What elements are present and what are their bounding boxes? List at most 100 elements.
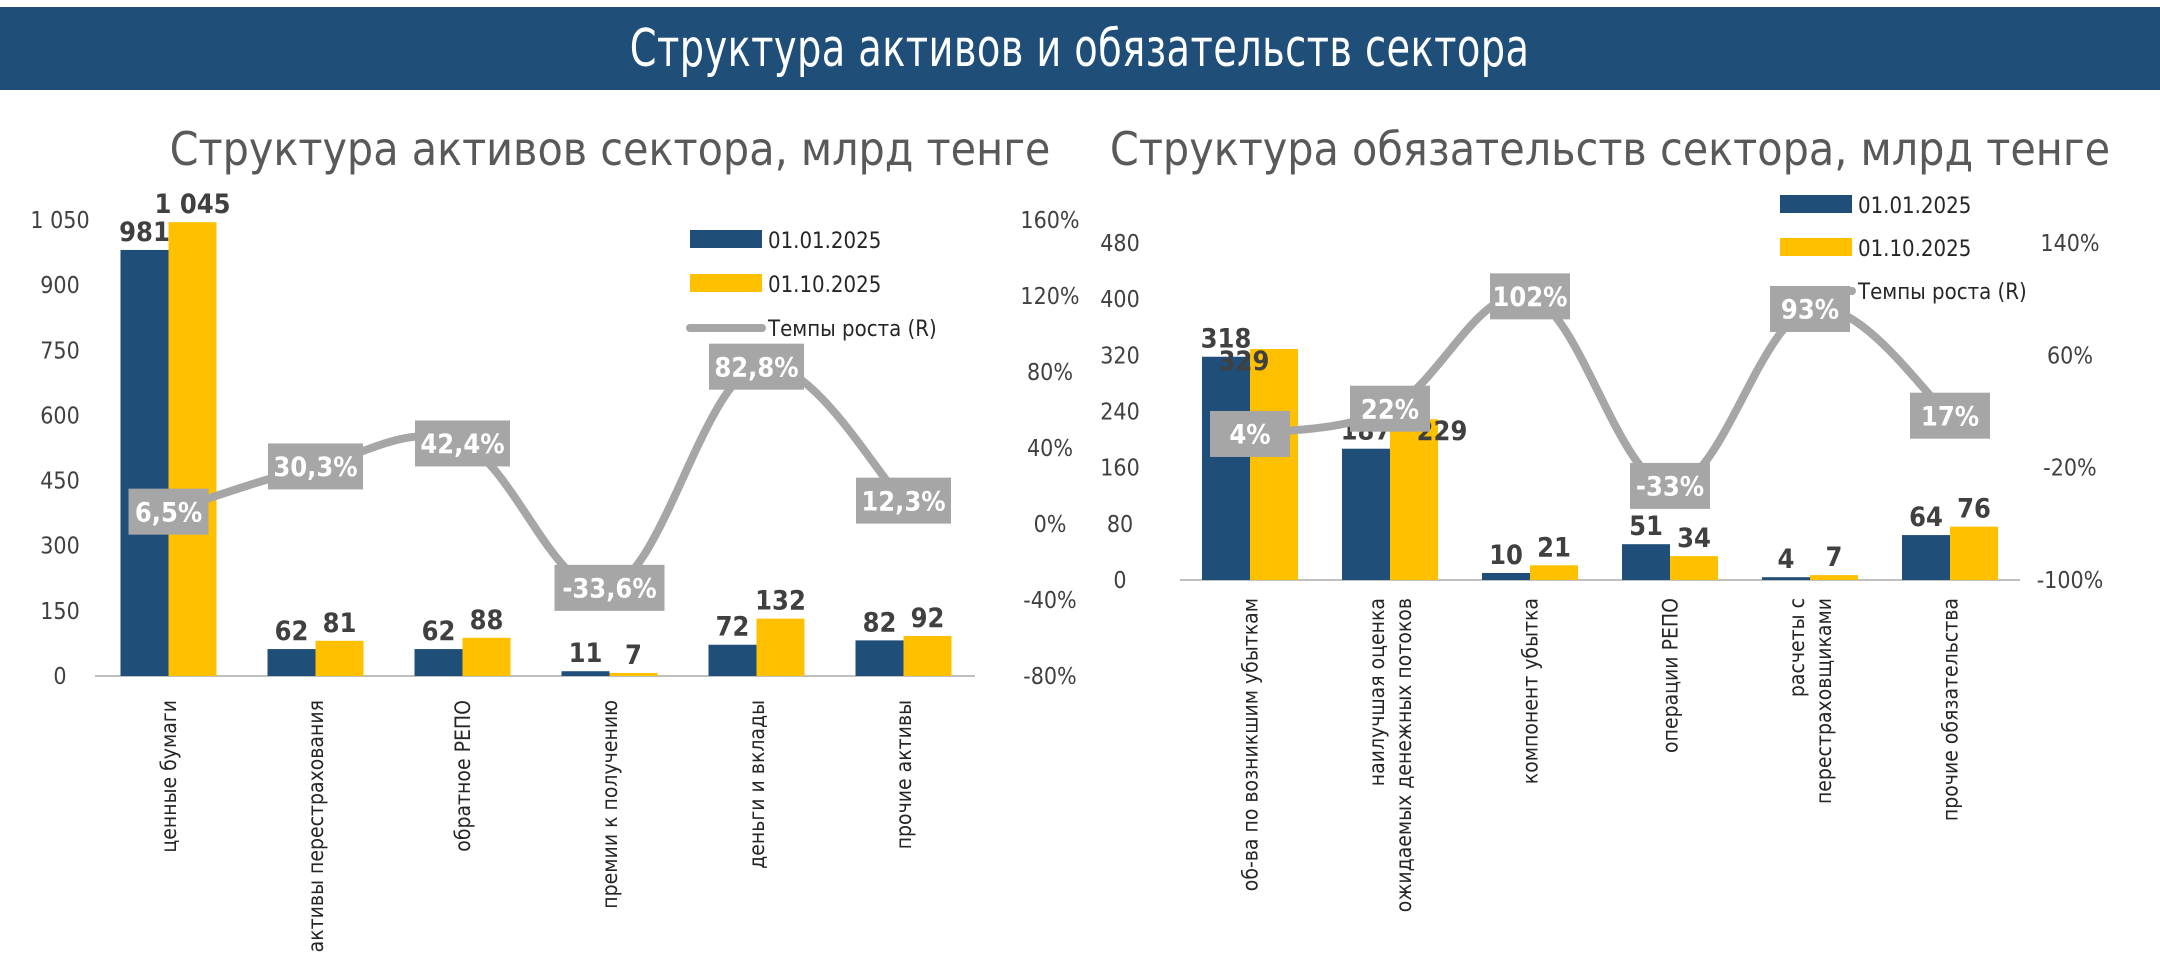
growth-label-box (415, 420, 510, 467)
category-label-group: активы перестрахования (304, 700, 328, 952)
category-label: прочие обязательства (1938, 598, 1962, 821)
y-tick-label: 0 (1113, 568, 1126, 594)
bar-series-1 (120, 249, 169, 677)
growth-label-box (856, 477, 951, 524)
bar-series-1 (1902, 535, 1950, 580)
bar-value-label: 1 045 (154, 189, 230, 220)
bar-series-2 (1530, 565, 1578, 580)
bar-series-2 (1950, 526, 1998, 580)
category-label-group: наилучшая оценка ожидаемых денежных поток… (1365, 598, 1416, 912)
bar-series-2 (903, 636, 952, 676)
bar-series-1 (708, 644, 757, 676)
chart-title: Структура обязательств сектора, млрд тен… (1110, 122, 2110, 176)
growth-label-box (1350, 385, 1430, 432)
category-label: об-ва по возникшим убыткам (1238, 598, 1262, 891)
growth-label-box (1210, 410, 1290, 457)
legend-label: 01.10.2025 (1858, 237, 1971, 262)
bar-series-1 (1622, 544, 1670, 580)
bar-value-label: 329 (1219, 346, 1270, 377)
chart-assets: Структура активов сектора, млрд тенге 0 15… (30, 122, 1079, 952)
category-label-group: расчеты с перестраховщиками (1785, 598, 1836, 804)
growth-label-box (1910, 392, 1990, 439)
page-banner: Структура активов и обязательств сектора (0, 7, 2160, 90)
bar-series-2 (1250, 349, 1298, 580)
category-label: перестраховщиками (1812, 598, 1836, 804)
category-label-group: прочие обязательства (1938, 598, 1962, 821)
bar-value-label: 21 (1537, 532, 1571, 563)
y-tick-label: 450 (40, 469, 80, 495)
y2-tick-label: 40% (1027, 436, 1073, 462)
bar-value-label: 318 (1201, 324, 1252, 355)
y-tick-label: 1 050 (30, 208, 89, 234)
bar-series-2 (1670, 556, 1718, 580)
category-label-group: об-ва по возникшим убыткам (1238, 598, 1262, 891)
growth-rate-label: 4% (1229, 420, 1270, 451)
bar-series-2 (756, 618, 805, 676)
bar-series-2 (1390, 419, 1438, 580)
bar-series-1 (267, 649, 316, 676)
growth-label-box (1490, 273, 1570, 320)
y2-tick-label: 140% (2040, 231, 2099, 257)
y2-tick-label: 120% (1020, 284, 1079, 310)
bar-series-1 (1342, 448, 1390, 580)
bar-series-2 (1810, 575, 1858, 580)
y-tick-label: 400 (1100, 287, 1140, 313)
y2-tick-label: -40% (1023, 588, 1076, 614)
growth-rate-label: 30,3% (273, 452, 357, 483)
y-tick-label: 0 (53, 664, 66, 690)
y-tick-label: 750 (40, 338, 80, 364)
bar-value-label: 88 (470, 605, 504, 636)
bar-value-label: 7 (625, 640, 642, 671)
y-tick-label: 160 (1100, 456, 1140, 482)
bar-series-2 (609, 672, 658, 676)
legend: 01.01.2025 01.10.2025 Темпы роста (R) (686, 229, 937, 342)
y2-tick-label: 0% (1034, 512, 1067, 538)
bar-value-label: 64 (1909, 502, 1943, 533)
category-label: компонент убытка (1518, 598, 1542, 784)
growth-rate-label: 12,3% (861, 486, 945, 517)
chart-title: Структура активов сектора, млрд тенге (170, 122, 1051, 176)
growth-rate-label: 82,8% (714, 352, 798, 383)
category-label-group: обратное РЕПО (451, 700, 475, 852)
y-tick-label: 240 (1100, 400, 1140, 426)
bar-value-label: 11 (569, 638, 603, 669)
category-label: активы перестрахования (304, 700, 328, 952)
category-label-group: операции РЕПО (1658, 598, 1682, 753)
legend-swatch-series-2 (690, 274, 762, 292)
bar-value-label: 82 (863, 607, 897, 638)
legend-label: 01.01.2025 (1858, 194, 1971, 219)
bar-value-label: 7 (1826, 542, 1843, 573)
growth-label-box (709, 343, 804, 390)
y2-tick-label: -80% (1023, 664, 1076, 690)
legend-label: Темпы роста (R) (767, 317, 937, 342)
category-label-group: ценные бумаги (157, 700, 181, 853)
growth-rate-label: -33,6% (562, 574, 656, 605)
bar-series-1 (855, 640, 904, 676)
legend-swatch-series-1 (690, 230, 762, 248)
category-label-group: прочие активы (892, 700, 916, 849)
growth-rate-label: 22% (1361, 394, 1419, 425)
y-tick-label: 320 (1100, 343, 1140, 369)
growth-rate-label: 93% (1781, 295, 1839, 326)
legend-label: 01.10.2025 (768, 273, 881, 298)
bar-value-label: 4 (1778, 544, 1795, 575)
bar-series-2 (462, 637, 511, 676)
category-label: деньги и вклады (745, 700, 769, 869)
bar-value-label: 62 (275, 616, 309, 647)
growth-label-box (128, 488, 209, 535)
bar-series-2 (315, 640, 364, 676)
category-label: прочие активы (892, 700, 916, 849)
growth-label-box (1630, 462, 1710, 509)
y2-tick-label: -100% (2037, 568, 2104, 594)
category-label-group: деньги и вклады (745, 700, 769, 869)
bar-series-1 (1762, 577, 1810, 580)
y2-tick-label: 80% (1027, 360, 1073, 386)
legend: 01.01.2025 01.10.2025 Темпы роста (R) (1776, 194, 2027, 305)
y-tick-label: 900 (40, 273, 80, 299)
growth-rate-label: 42,4% (420, 429, 504, 460)
category-label: операции РЕПО (1658, 598, 1682, 753)
y2-tick-label: -20% (2043, 456, 2096, 482)
growth-rate-label: 6,5% (135, 497, 202, 528)
growth-label-box (268, 443, 363, 490)
